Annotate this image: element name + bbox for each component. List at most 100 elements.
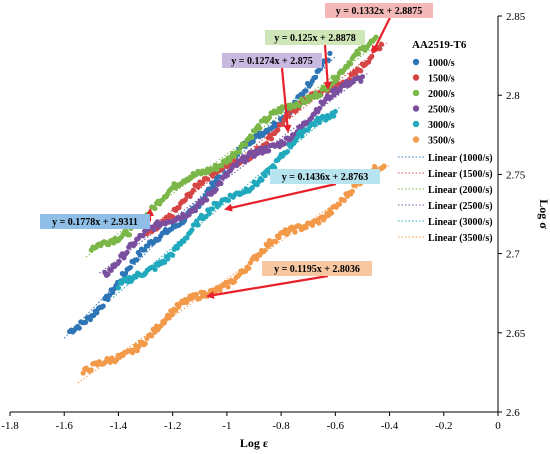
data-point — [190, 187, 196, 193]
data-point — [170, 214, 176, 220]
data-point — [250, 138, 256, 145]
equation-box — [265, 30, 365, 45]
data-point — [344, 64, 350, 70]
data-point — [184, 235, 190, 241]
data-point — [327, 50, 333, 56]
annotation-arrow — [280, 67, 292, 133]
data-point — [132, 240, 138, 246]
x-tick-label: -0.6 — [327, 420, 345, 432]
data-point — [105, 271, 111, 277]
equation-box — [270, 169, 380, 184]
data-point — [299, 133, 305, 139]
data-point — [80, 370, 86, 376]
data-point — [294, 135, 300, 141]
data-point — [162, 259, 168, 265]
data-point — [349, 188, 355, 194]
legend-label: 2000/s — [428, 89, 455, 100]
data-point — [262, 173, 268, 179]
data-point — [209, 206, 216, 212]
y-tick-label: 2.85 — [506, 11, 526, 23]
y-tick-label: 2.8 — [506, 90, 520, 102]
data-point — [206, 210, 212, 216]
trendline — [77, 164, 390, 384]
data-point — [355, 51, 362, 57]
data-point — [373, 34, 379, 40]
equation-label: y = 0.1436x + 2.8763 — [282, 172, 368, 183]
data-point — [126, 232, 133, 238]
legend-label: Linear (3500/s) — [428, 233, 493, 244]
data-point — [243, 157, 249, 163]
data-point — [182, 197, 188, 203]
data-point — [297, 103, 303, 109]
data-point — [328, 210, 335, 216]
data-point — [358, 68, 364, 74]
legend-marker — [412, 58, 420, 66]
data-point — [317, 92, 323, 98]
legend-title: AA2519-T6 — [412, 39, 467, 51]
data-point — [332, 108, 338, 115]
data-point — [249, 184, 256, 191]
y-tick-label: 2.75 — [506, 169, 526, 181]
data-point — [266, 148, 272, 154]
data-point — [240, 154, 246, 160]
equation-label: y = 0.125x + 2.8878 — [274, 33, 355, 44]
data-point — [186, 212, 192, 218]
data-point — [88, 367, 94, 373]
equation-label: y = 0.1778x + 2.9311 — [52, 217, 138, 228]
data-point — [225, 284, 231, 290]
data-point — [169, 311, 175, 318]
legend-marker — [412, 105, 420, 112]
data-point — [134, 348, 140, 354]
data-point — [309, 222, 316, 228]
data-point — [316, 120, 322, 126]
data-point — [254, 256, 260, 262]
equation-label: y = 0.1274x + 2.875 — [231, 56, 312, 67]
data-point — [284, 148, 291, 155]
data-point — [152, 205, 158, 212]
x-tick-label: -0.8 — [272, 420, 290, 432]
data-point — [195, 222, 201, 228]
data-point — [176, 204, 182, 211]
x-tick-label: -1.4 — [110, 420, 128, 432]
data-point — [152, 266, 158, 273]
x-tick-label: -0.2 — [435, 420, 452, 432]
data-point — [236, 149, 242, 155]
data-point — [219, 163, 225, 169]
legend-label: Linear (2000/s) — [428, 185, 493, 196]
y-axis-title: Log σ — [537, 199, 550, 229]
data-point — [281, 141, 288, 147]
data-point — [381, 163, 387, 169]
data-point — [189, 227, 195, 233]
data-point — [140, 233, 146, 239]
annotation-arrow — [206, 274, 329, 299]
x-tick-label: -1.2 — [164, 420, 181, 432]
data-point — [192, 207, 199, 214]
equation-box — [262, 261, 372, 276]
data-point — [268, 136, 275, 142]
data-point — [353, 70, 359, 76]
x-tick-label: -1.8 — [1, 420, 19, 432]
data-point — [100, 303, 106, 309]
data-point — [262, 248, 268, 254]
data-point — [249, 134, 255, 141]
data-point — [273, 238, 279, 244]
data-point — [292, 229, 298, 235]
legend-label: 3500/s — [428, 136, 455, 147]
equation-box — [40, 214, 150, 229]
data-point — [83, 319, 89, 325]
data-point — [174, 245, 181, 251]
data-point — [337, 87, 343, 93]
data-point — [377, 46, 383, 52]
equation-label: y = 0.1332x + 2.8875 — [336, 6, 422, 17]
data-point — [276, 234, 282, 241]
data-point — [358, 78, 364, 84]
data-point — [378, 41, 385, 47]
data-point — [335, 74, 341, 80]
data-point — [347, 61, 354, 67]
data-point — [343, 78, 350, 85]
legend-marker — [412, 136, 420, 143]
data-point — [258, 145, 264, 151]
data-point — [136, 343, 142, 350]
data-point — [277, 109, 284, 115]
data-point — [87, 316, 94, 323]
